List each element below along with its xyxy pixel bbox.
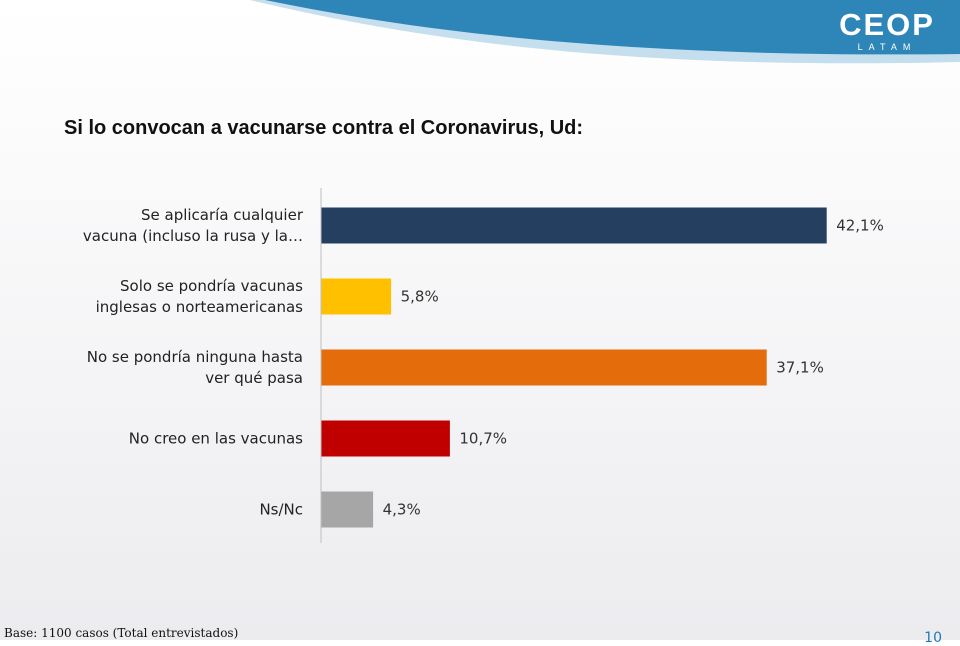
bar-1 — [321, 207, 827, 244]
category-label-2: Solo se pondría vacunas inglesas o nortea… — [96, 277, 304, 316]
category-label-1: Se aplicaría cualquier vacuna (incluso la… — [83, 206, 304, 245]
value-label-5: 4,3% — [383, 501, 421, 519]
logo-main-text: CEOP — [839, 7, 935, 42]
category-label-5: Ns/Nc — [259, 501, 303, 519]
value-label-1: 42,1% — [836, 217, 884, 235]
ceop-logo: CEOP LATAM — [832, 7, 942, 53]
header-banner — [250, 0, 960, 64]
category-label-4: No creo en las vacunas — [129, 430, 303, 448]
value-label-2: 5,8% — [401, 288, 439, 306]
base-note: Base: 1100 casos (Total entrevistados) — [4, 626, 239, 640]
bar-3 — [321, 349, 767, 386]
page-number: 10 — [924, 630, 942, 646]
category-label-3: No se pondría ninguna hasta ver qué pasa — [87, 348, 303, 387]
bar-2 — [321, 278, 392, 315]
value-label-3: 37,1% — [776, 359, 824, 377]
bar-5 — [321, 491, 374, 528]
logo-sub-text: LATAM — [857, 42, 917, 52]
value-label-4: 10,7% — [459, 430, 507, 448]
chart-title: Si lo convocan a vacunarse contra el Cor… — [64, 117, 584, 139]
bar-4 — [321, 420, 450, 457]
